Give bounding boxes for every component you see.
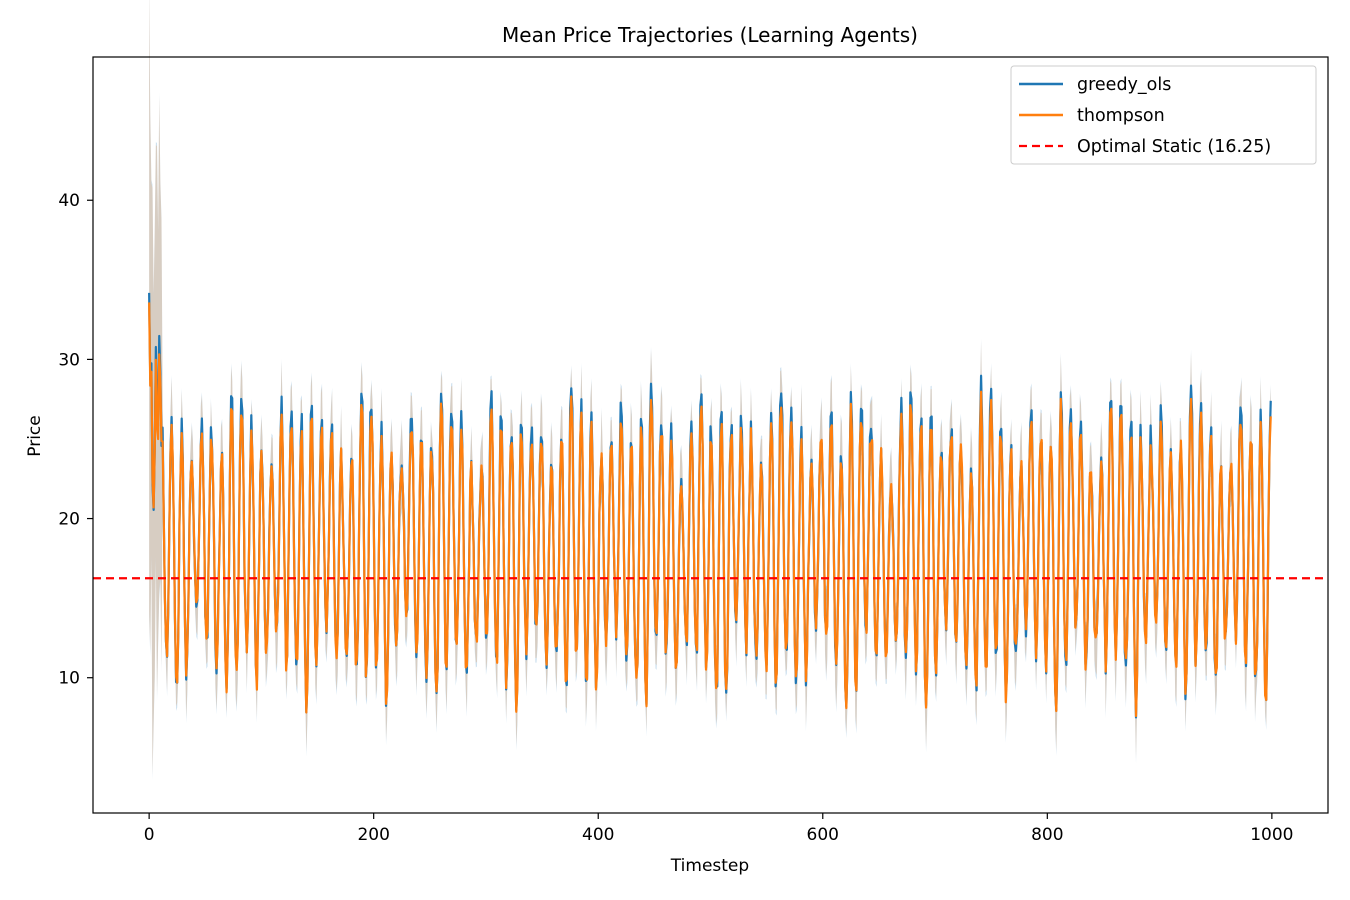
x-tick-label: 800 bbox=[1031, 825, 1063, 845]
y-tick-label: 40 bbox=[58, 191, 80, 211]
chart-title: Mean Price Trajectories (Learning Agents… bbox=[502, 23, 918, 47]
x-tick-label: 1000 bbox=[1250, 825, 1293, 845]
x-tick-label: 200 bbox=[357, 825, 389, 845]
x-tick-label: 0 bbox=[144, 825, 155, 845]
legend: greedy_ols thompson Optimal Static (16.2… bbox=[1010, 65, 1317, 165]
x-axis-ticks: 0 200 400 600 800 1000 bbox=[144, 813, 1293, 845]
series-lines bbox=[148, 292, 1272, 719]
y-axis-ticks: 10 20 30 40 bbox=[58, 191, 93, 689]
y-tick-label: 10 bbox=[58, 669, 80, 689]
x-tick-label: 600 bbox=[807, 825, 839, 845]
y-tick-label: 30 bbox=[58, 350, 80, 370]
y-axis-label: Price bbox=[25, 415, 45, 456]
legend-label-optimal-static: Optimal Static (16.25) bbox=[1077, 137, 1271, 157]
legend-box bbox=[1010, 65, 1317, 165]
legend-label-thompson: thompson bbox=[1077, 106, 1165, 126]
series-line-thompson bbox=[148, 302, 1272, 718]
legend-label-greedy-ols: greedy_ols bbox=[1077, 75, 1171, 95]
plot-frame bbox=[92, 56, 1329, 814]
x-tick-label: 400 bbox=[582, 825, 614, 845]
y-tick-label: 20 bbox=[58, 510, 80, 530]
x-axis-label: Timestep bbox=[670, 856, 749, 876]
